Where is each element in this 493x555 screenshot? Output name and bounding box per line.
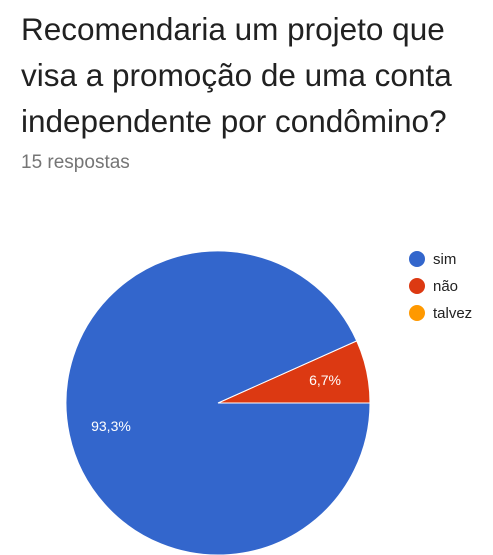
question-title: Recomendaria um projeto que visa a promo… (21, 6, 486, 144)
question-line: Recomendaria um projeto que (21, 11, 445, 47)
slice-label-sim: 93,3% (91, 418, 131, 434)
pie-slice-sim (65, 250, 371, 555)
legend-swatch-sim (409, 251, 425, 267)
question-line: visa a promoção de uma conta (21, 57, 452, 93)
slice-label-não: 6,7% (309, 372, 341, 388)
pie-slice-labels: 6,7% 93,3% (91, 372, 341, 434)
chart-legend: sim não talvez (409, 251, 472, 322)
legend-label-talvez: talvez (433, 305, 472, 322)
legend-swatch-não (409, 278, 425, 294)
legend-label-não: não (433, 278, 458, 295)
legend-label-sim: sim (433, 251, 456, 268)
legend-swatch-talvez (409, 305, 425, 321)
pie-slices (65, 250, 371, 555)
question-line: independente por condômino? (21, 103, 447, 139)
response-count: 15 respostas (21, 152, 130, 173)
